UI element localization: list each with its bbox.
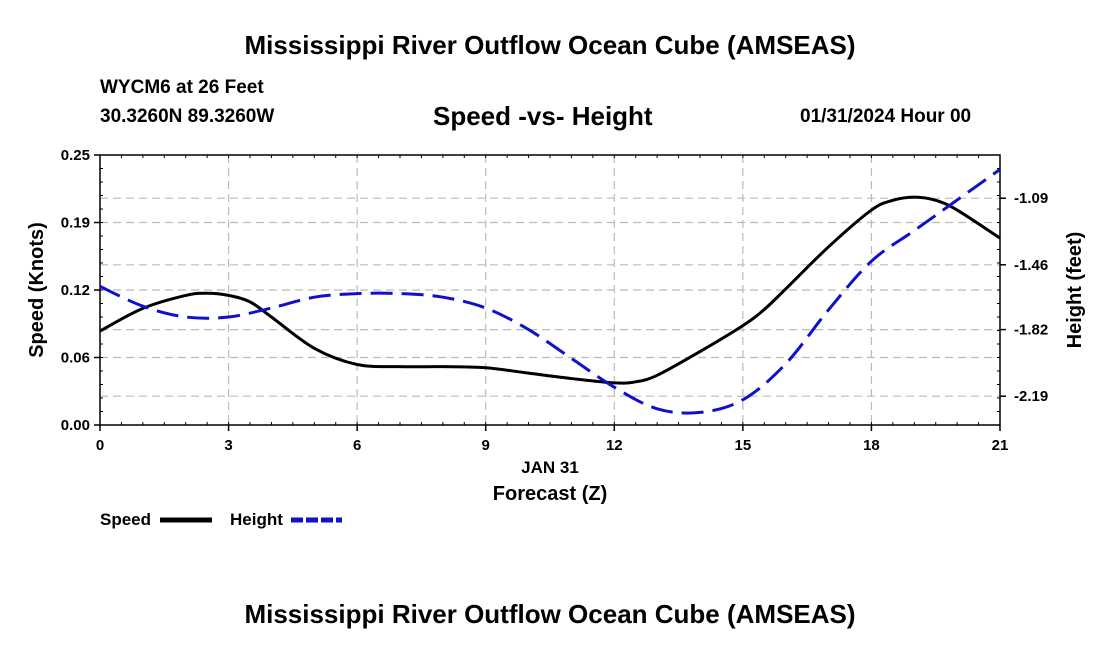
x-tick-label: 6	[353, 437, 361, 454]
y-tick-label: 0.25	[61, 147, 90, 164]
x-tick-label: 21	[992, 437, 1009, 454]
x-tick-label: 3	[224, 437, 232, 454]
footer-title: Mississippi River Outflow Ocean Cube (AM…	[244, 599, 856, 629]
x-tick-label: 18	[863, 437, 880, 454]
station-label: WYCM6 at 26 Feet	[100, 77, 264, 98]
y2-tick-label: -1.82	[1014, 322, 1048, 339]
y-tick-label: 0.12	[61, 282, 90, 299]
legend-height-label: Height	[230, 510, 283, 529]
legend-speed-label: Speed	[100, 510, 151, 529]
y-tick-label: 0.00	[61, 417, 90, 434]
y2-tick-label: -1.09	[1014, 190, 1048, 207]
chart-title: Mississippi River Outflow Ocean Cube (AM…	[244, 30, 856, 60]
y2-axis-label: Height (feet)	[1064, 232, 1086, 349]
legend: Speed Height	[100, 510, 342, 529]
forecast-timestamp: 01/31/2024 Hour 00	[800, 106, 972, 127]
chart-subtitle: Speed -vs- Height	[433, 101, 653, 131]
x-tick-label: 15	[735, 437, 752, 454]
x-tick-label: 0	[96, 437, 104, 454]
y-tick-label: 0.06	[61, 350, 90, 367]
height-series-line	[99, 168, 1001, 415]
axis-labels: JAN 31 Forecast (Z) Speed (Knots) Height…	[26, 222, 1086, 505]
y-axis-label: Speed (Knots)	[26, 222, 48, 358]
grid	[100, 155, 1000, 425]
x-tick-label: 12	[606, 437, 623, 454]
x-axis-date-label: JAN 31	[521, 458, 579, 477]
y-tick-label: 0.19	[61, 215, 90, 232]
x-tick-label: 9	[482, 437, 490, 454]
y2-tick-label: -1.46	[1014, 257, 1048, 274]
x-axis-label: Forecast (Z)	[493, 483, 607, 505]
y2-tick-label: -2.19	[1014, 388, 1048, 405]
station-coordinates: 30.3260N 89.3260W	[100, 106, 275, 127]
speed-series-line	[99, 195, 1001, 385]
axis-ticks: 0 3 6 9 12 15 18 21 0.00 0.06 0.12 0.19 0.25 -2.19 -1.…	[61, 147, 1048, 454]
series	[99, 168, 1001, 415]
